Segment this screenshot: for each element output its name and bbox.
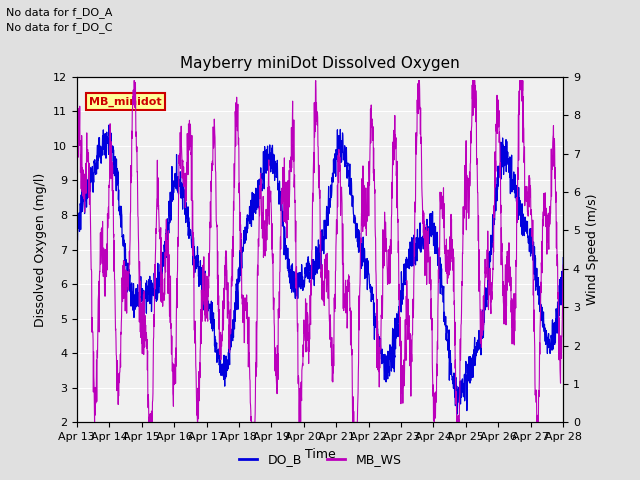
Legend: DO_B, MB_WS: DO_B, MB_WS <box>234 448 406 471</box>
Title: Mayberry miniDot Dissolved Oxygen: Mayberry miniDot Dissolved Oxygen <box>180 57 460 72</box>
Text: No data for f_DO_A: No data for f_DO_A <box>6 7 113 18</box>
X-axis label: Time: Time <box>305 448 335 461</box>
Y-axis label: Wind Speed (m/s): Wind Speed (m/s) <box>586 194 598 305</box>
Text: MB_minidot: MB_minidot <box>89 96 161 107</box>
Y-axis label: Dissolved Oxygen (mg/l): Dissolved Oxygen (mg/l) <box>35 172 47 327</box>
Text: No data for f_DO_C: No data for f_DO_C <box>6 22 113 33</box>
